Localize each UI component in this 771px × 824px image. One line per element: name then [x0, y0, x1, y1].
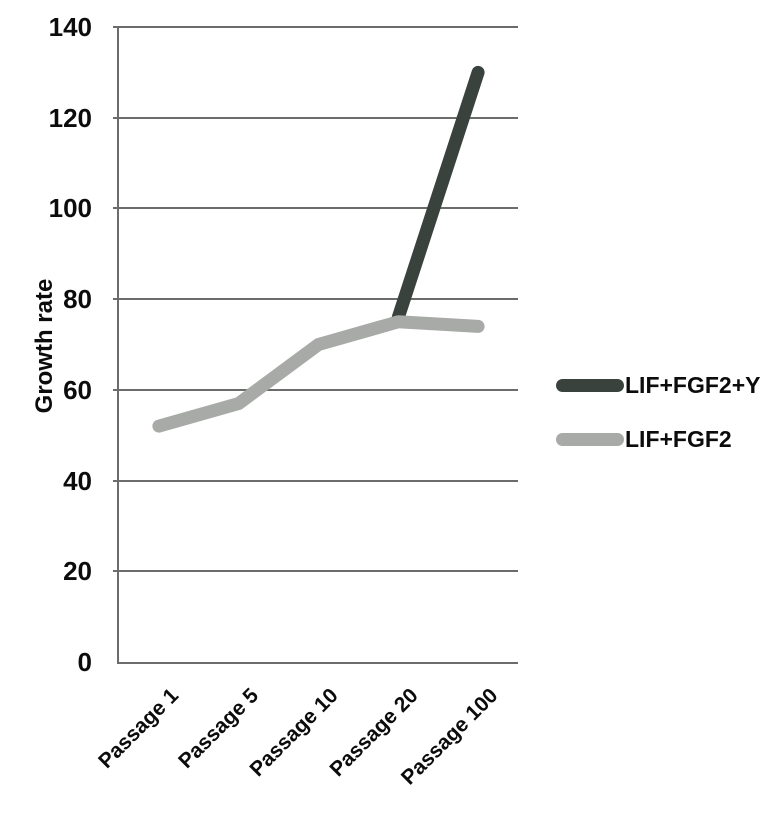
legend-item-lif-fgf2: LIF+FGF2 — [556, 426, 732, 452]
y-tick-label: 20 — [63, 556, 92, 587]
y-tick-label: 60 — [63, 374, 92, 405]
y-tick-label: 80 — [63, 284, 92, 315]
plot-area — [113, 26, 518, 664]
series-line-lif-fgf2-y — [391, 65, 485, 324]
gridline — [113, 116, 518, 119]
series-lines — [152, 65, 485, 433]
legend-label: LIF+FGF2+Y — [625, 372, 761, 398]
y-tick-label: 100 — [48, 193, 92, 224]
y-tick-label: 140 — [48, 12, 92, 42]
legend-swatch — [556, 378, 624, 392]
gridline — [113, 479, 518, 482]
y-tick-label: 40 — [63, 465, 92, 496]
gridline — [113, 207, 518, 210]
legend-item-lif-fgf2-y: LIF+FGF2+Y — [556, 372, 760, 398]
y-tick-label: 0 — [77, 647, 92, 677]
legend-label: LIF+FGF2 — [625, 426, 732, 452]
gridline — [113, 388, 518, 391]
gridline — [113, 570, 518, 573]
series-line-lif-fgf2 — [152, 315, 485, 433]
legend-swatch — [556, 432, 624, 446]
gridline — [113, 26, 518, 28]
y-tick-label: 120 — [48, 102, 92, 133]
gridline — [113, 298, 518, 301]
